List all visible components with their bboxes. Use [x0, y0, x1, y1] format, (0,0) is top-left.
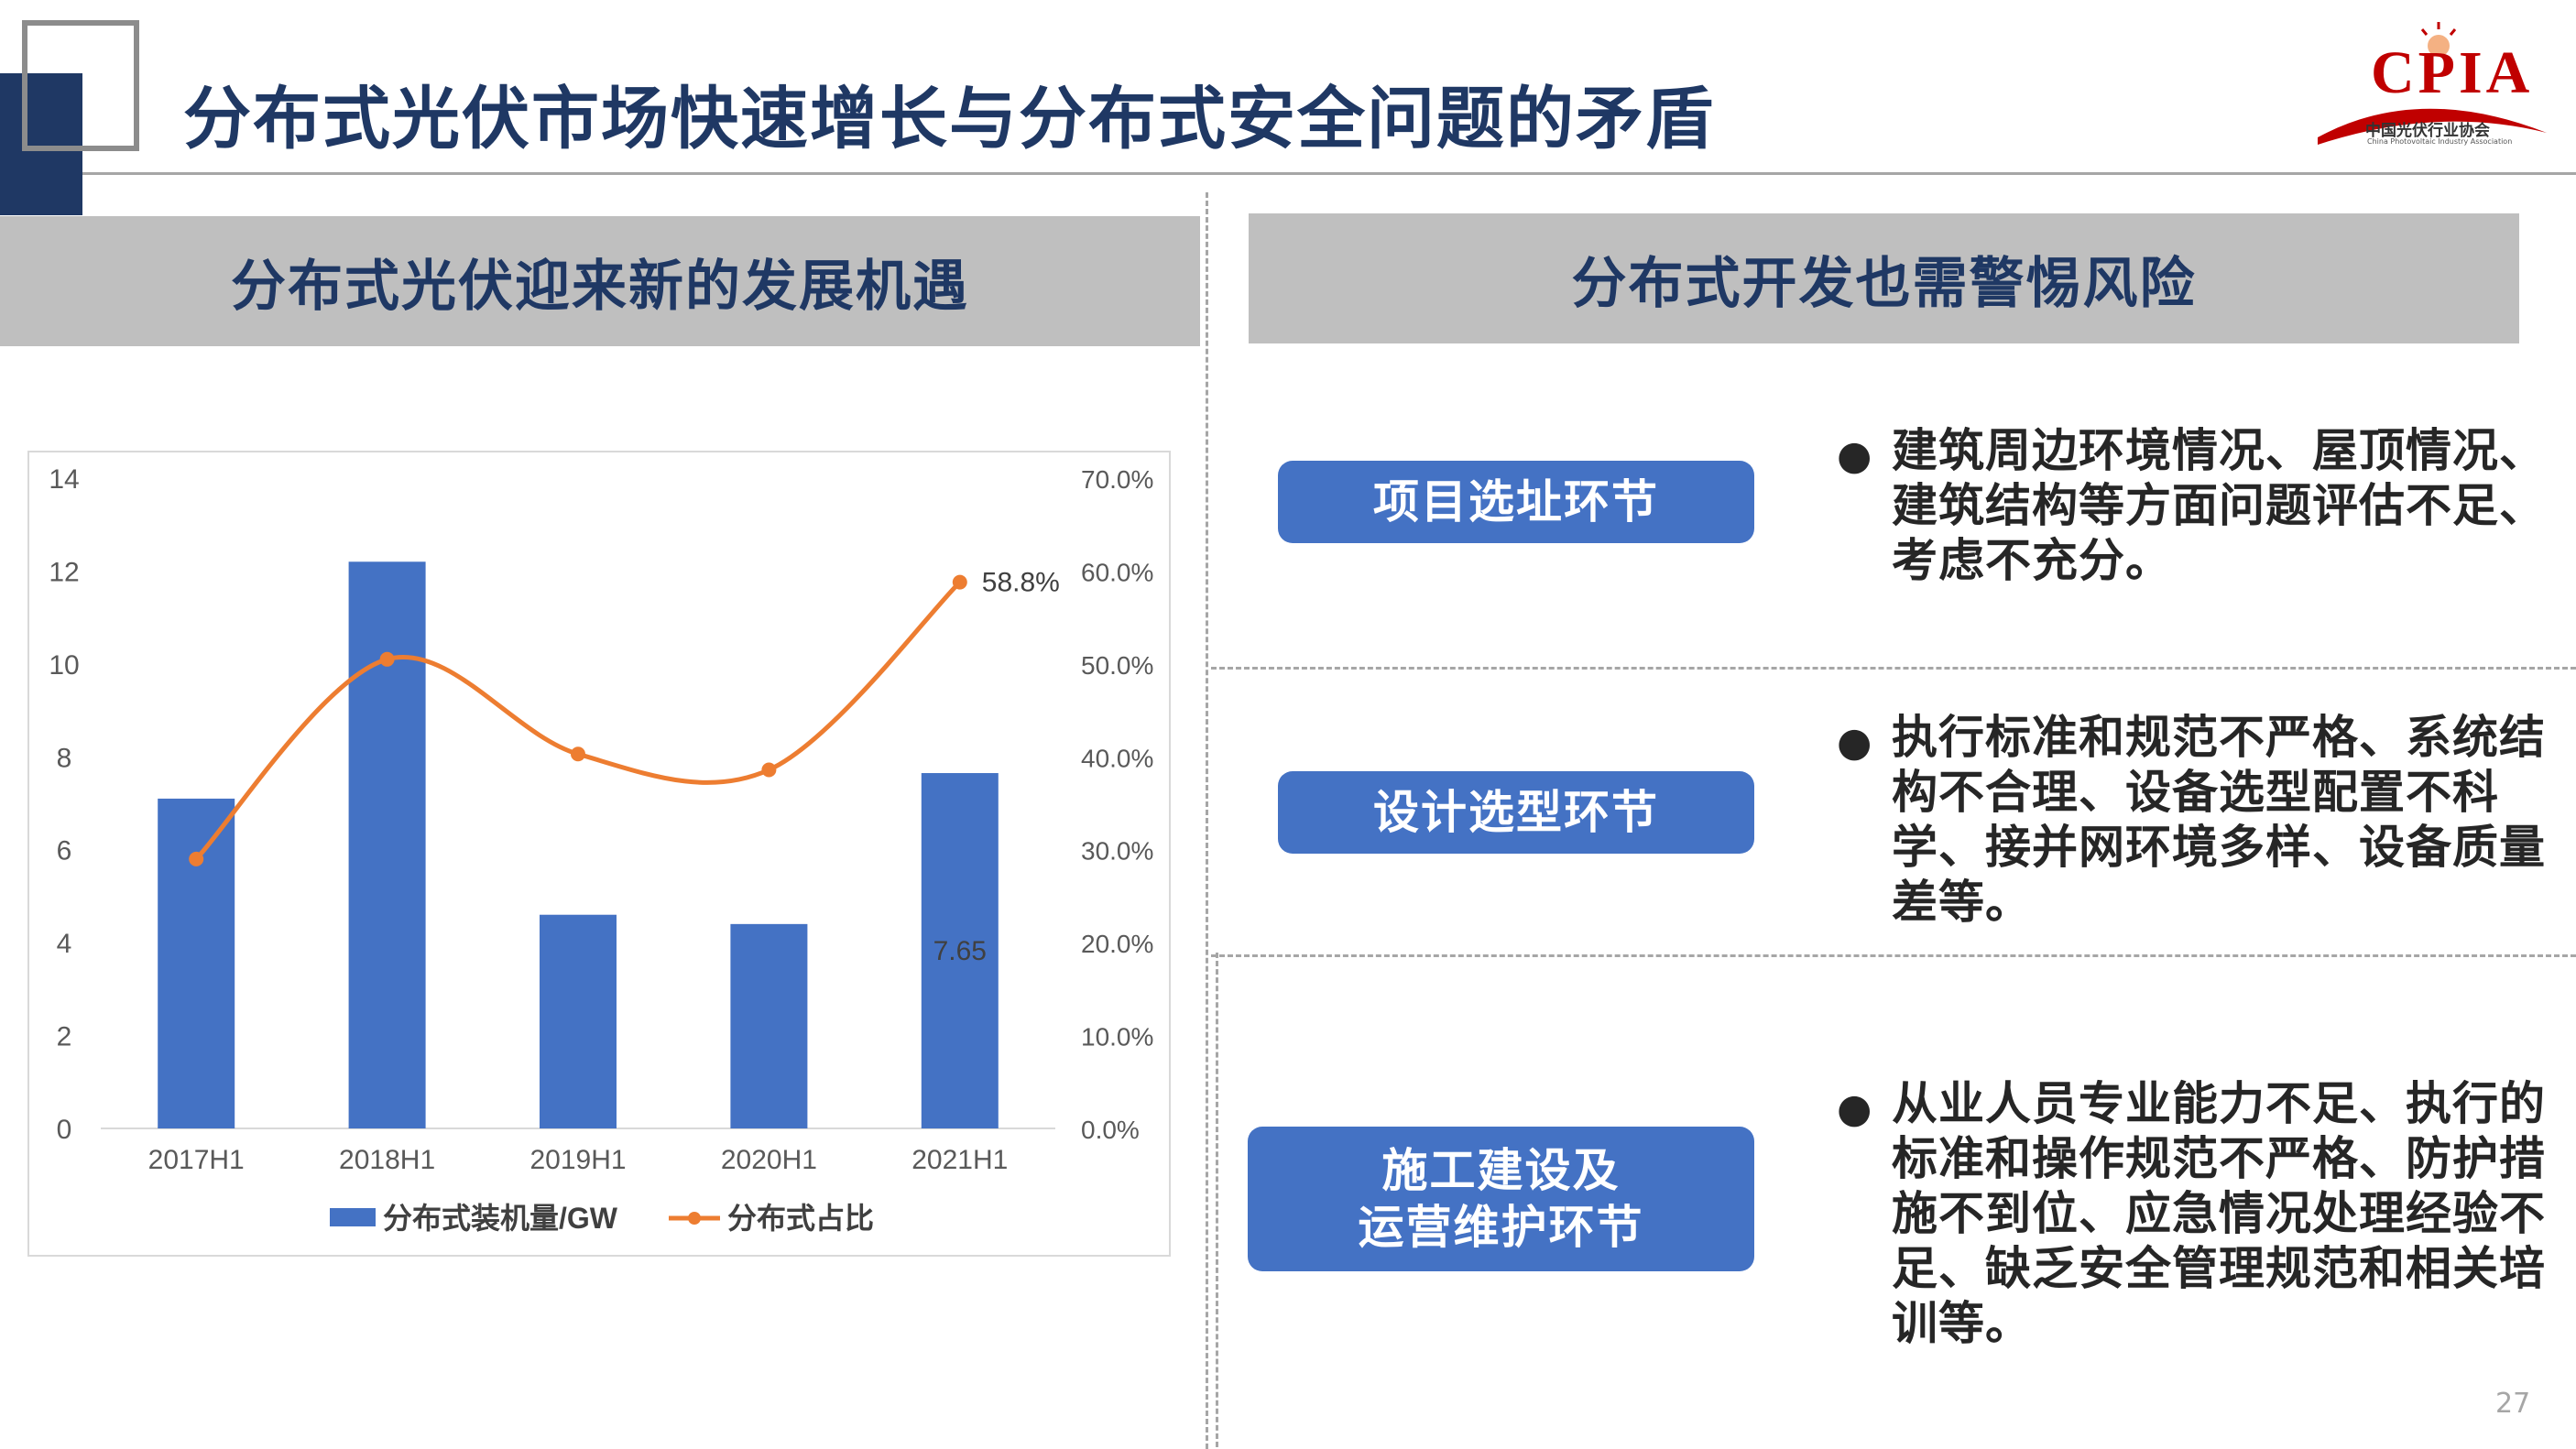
y-left-tick-label: 8: [57, 743, 72, 773]
risk-label-site-selection: 项目选址环节: [1278, 461, 1754, 543]
bullet-dot-icon: ●: [1837, 432, 1873, 479]
risk-label-construction-line1: 施工建设及: [1381, 1143, 1621, 1197]
y-left-tick-label: 2: [57, 1022, 72, 1052]
combo-chart: 0 2 4 6 8 10 12 14 0.0% 10.0% 20.0% 30.0% 40.0% 50.0%…: [49, 464, 1153, 1235]
logo-subtitle-en: China Photovoltaic Industry Association: [2367, 137, 2513, 146]
series-line: [194, 580, 962, 861]
x-tick-label: 2019H1: [529, 1145, 626, 1175]
line-point: [952, 574, 967, 590]
line-point: [761, 762, 777, 778]
bar: [540, 914, 617, 1128]
legend-line-label: 分布式占比: [727, 1202, 874, 1235]
y-left-tick-label: 6: [57, 836, 72, 866]
legend-bar-swatch: [330, 1208, 376, 1226]
page-number: 27: [2495, 1388, 2531, 1420]
line-point: [571, 746, 585, 762]
risk-label-construction-line2: 运营维护环节: [1358, 1201, 1644, 1254]
logo-text: CPIA: [2371, 39, 2534, 106]
risk-bullet-site-selection: ● 建筑周边环境情况、屋顶情况、建筑结构等方面问题评估不足、考虑不充分。: [1837, 423, 2551, 588]
risk-label-construction: 施工建设及 运营维护环节: [1248, 1127, 1754, 1271]
line-point: [189, 851, 204, 866]
left-panel-header: 分布式光伏迎来新的发展机遇: [0, 216, 1200, 346]
risk-bullet-construction: ● 从业人员专业能力不足、执行的标准和操作规范不严格、防护措施不到位、应急情况处…: [1837, 1076, 2551, 1351]
x-tick-label: 2018H1: [339, 1145, 435, 1175]
x-tick-label: 2021H1: [911, 1145, 1008, 1175]
bar: [730, 923, 808, 1128]
y-right-tick-label: 50.0%: [1081, 651, 1153, 680]
risk-text: 执行标准和规范不严格、系统结构不合理、设备选型配置不科学、接并网环境多样、设备质…: [1892, 711, 2546, 929]
risk-text: 从业人员专业能力不足、执行的标准和操作规范不严格、防护措施不到位、应急情况处理经…: [1892, 1077, 2546, 1350]
x-tick-label: 2017H1: [148, 1145, 245, 1175]
risk-bullet-design: ● 执行标准和规范不严格、系统结构不合理、设备选型配置不科学、接并网环境多样、设…: [1837, 710, 2551, 930]
risk-label-design: 设计选型环节: [1278, 771, 1754, 854]
page-title: 分布式光伏市场快速增长与分布式安全问题的矛盾: [183, 80, 1715, 158]
bullet-dot-icon: ●: [1837, 1085, 1873, 1132]
bar-data-label: 7.65: [933, 936, 987, 966]
line-point: [379, 651, 395, 667]
y-right-tick-label: 20.0%: [1081, 930, 1153, 958]
risk-text: 建筑周边环境情况、屋顶情况、建筑结构等方面问题评估不足、考虑不充分。: [1892, 424, 2546, 587]
y-left-tick-label: 10: [49, 650, 79, 681]
y-left-tick-label: 0: [57, 1115, 72, 1145]
y-right-tick-label: 30.0%: [1081, 837, 1153, 866]
x-tick-label: 2020H1: [721, 1145, 817, 1175]
line-data-label: 58.8%: [982, 568, 1060, 598]
legend-line-marker: [688, 1212, 701, 1225]
y-right-tick-label: 70.0%: [1081, 465, 1153, 494]
logo-subtitle: 中国光伏行业协会: [2365, 122, 2490, 140]
y-right-tick-label: 0.0%: [1081, 1116, 1140, 1144]
y-left-tick-label: 4: [57, 929, 72, 959]
y-right-tick-label: 60.0%: [1081, 558, 1153, 586]
title-deco-outline: [22, 20, 139, 151]
right-panel-header: 分布式开发也需警惕风险: [1249, 213, 2519, 343]
y-right-tick-label: 40.0%: [1081, 744, 1153, 772]
logo-swoosh-icon: [2318, 22, 2547, 145]
bar: [921, 773, 999, 1128]
horizontal-divider-1: [1211, 667, 2576, 670]
horizontal-divider-2: [1211, 954, 2576, 957]
y-right-tick-label: 10.0%: [1081, 1023, 1153, 1051]
vertical-divider-lower: [1216, 953, 1218, 1447]
legend-bar-label: 分布式装机量/GW: [383, 1202, 618, 1235]
bar: [348, 561, 426, 1128]
vertical-divider: [1206, 192, 1208, 1449]
title-rule: [82, 172, 2576, 175]
title-deco-block: [0, 73, 82, 215]
y-left-tick-label: 14: [49, 464, 79, 495]
y-left-tick-label: 12: [49, 557, 79, 587]
bullet-dot-icon: ●: [1837, 719, 1873, 766]
bar: [158, 798, 235, 1128]
chart-frame: [27, 451, 1171, 1257]
